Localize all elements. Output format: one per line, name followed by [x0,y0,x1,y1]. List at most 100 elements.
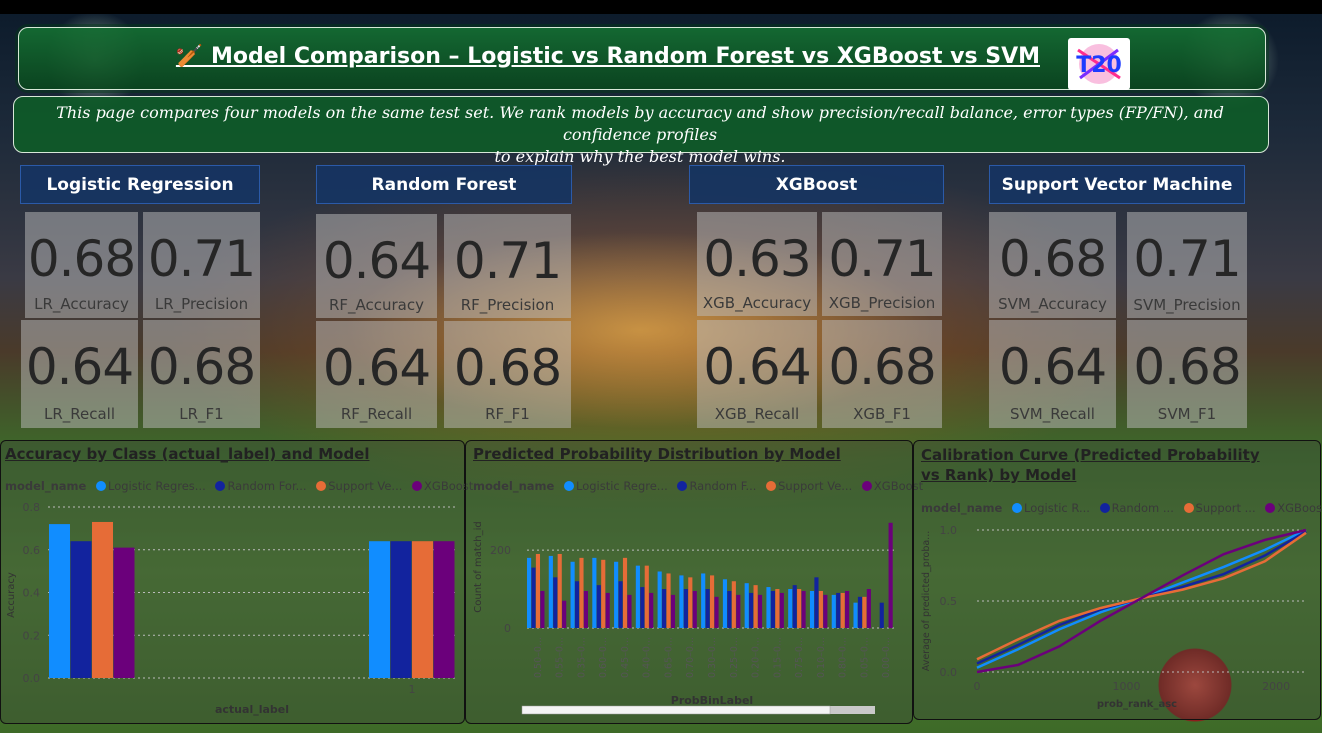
legend-item-logistic[interactable]: Logistic Regre... [576,479,668,493]
bar-3-2 [583,590,588,628]
bar-0-8 [701,573,706,628]
bar-3-0 [113,547,135,678]
legend-item-logistic[interactable]: Logistic R... [1024,501,1090,515]
legend-dot-svm-icon [1183,503,1194,513]
kpi-label: SVM_Recall [1010,405,1095,423]
bar-1-12 [792,585,797,628]
bar-2-7 [688,577,693,628]
y-tick-label: 0.0 [23,672,41,685]
kpi-card-rf-f1: 0.68 RF_F1 [444,321,571,428]
bar-3-5 [649,592,654,628]
y-tick-label: 0.0 [940,666,958,679]
legend-dot-xgboost-icon [412,481,423,491]
legend-dot-xgboost-icon [1265,503,1276,513]
bar-2-8 [710,575,715,628]
x-tick-label: 0.10–0... [816,637,827,678]
prob-dist-chart-legend[interactable]: model_name Logistic Regre... Random F...… [473,479,923,493]
bar-3-15 [866,589,871,628]
bar-1-8 [705,589,710,628]
y-tick-label: 0.8 [23,501,41,514]
kpi-value: 0.68 [453,339,562,397]
bar-2-5 [644,565,649,628]
x-tick-label: 0.00–0... [881,637,892,678]
x-tick-label: 0.20–0... [751,637,762,678]
bar-0-0 [49,524,70,678]
bar-0-9 [722,579,728,628]
bar-3-7 [692,590,697,628]
y-tick-label: 200 [490,544,511,557]
bar-3-1 [562,600,567,628]
bar-1-1 [390,541,412,678]
legend-title: model_name [5,479,87,493]
bar-1-16 [879,602,884,628]
kpi-label: RF_F1 [485,405,530,423]
legend-item-svm[interactable]: Support Ve... [778,479,853,493]
legend-item-svm[interactable]: Support Ve... [328,479,403,493]
kpi-value: 0.71 [828,230,936,288]
legend-dot-logistic-icon [1012,503,1022,513]
bar-0-10 [744,583,749,628]
kpi-label: LR_Accuracy [34,295,129,313]
kpi-label: XGB_Accuracy [702,294,812,312]
kpi-card-xgb-precision: 0.71 XGB_Precision [822,212,942,316]
legend-item-logistic[interactable]: Logistic Regres... [108,479,206,493]
bar-3-6 [670,594,676,628]
kpi-label: RF_Recall [340,405,413,423]
legend-item-xgboost[interactable]: XGBoost [873,479,924,493]
page-description: This page compares four models on the sa… [13,102,1267,168]
legend-dot-svm-icon [766,481,777,491]
x-tick-label: 0.40–0... [642,637,653,678]
x-axis-title: actual_label [215,703,289,716]
x-tick-label: 0.05–0... [859,637,870,678]
kpi-value: 0.68 [27,230,136,288]
legend-item-xgboost[interactable]: XGBoost [424,479,474,493]
bar-0-11 [766,587,771,628]
calibration-chart-legend[interactable]: model_name Logistic R... Random ... Supp… [921,501,1322,515]
bar-0-7 [679,575,684,628]
bar-1-5 [640,587,645,628]
kpi-label: XGB_Precision [828,294,936,312]
kpi-value: 0.68 [828,338,936,396]
description-banner [13,96,1269,153]
kpi-card-lr-precision: 0.71 LR_Precision [143,212,260,318]
kpi-value: 0.71 [453,232,562,290]
legend-title: model_name [921,501,1003,515]
legend-item-random-forest[interactable]: Random For... [227,479,307,493]
bar-3-12 [801,590,806,628]
accuracy-by-class-chart[interactable]: 0.0 0.2 0.4 0.6 0.8 1 actual_label Accuracy [0,495,463,720]
legend-item-xgboost[interactable]: XGBoost [1277,501,1322,515]
bar-2-10 [753,585,758,628]
bar-3-16 [888,522,893,628]
bar-2-14 [840,592,845,628]
legend-item-random-forest[interactable]: Random F... [689,479,757,493]
kpi-label: LR_Precision [154,295,249,313]
calibration-curve-panel[interactable] [913,440,1321,720]
horizontal-scrollbar-thumb[interactable] [521,705,831,715]
accuracy-chart-title: Accuracy by Class (actual_label) and Mod… [5,445,370,463]
y-tick-label: 0.5 [940,595,958,608]
bar-3-4 [627,594,632,628]
bar-2-4 [622,557,628,628]
x-tick-label: 0.60–0... [598,637,609,678]
bar-1-9 [727,590,732,628]
accuracy-chart-legend[interactable]: model_name Logistic Regres... Random For… [5,479,473,493]
legend-item-random-forest[interactable]: Random ... [1111,501,1174,515]
legend-dot-logistic-icon [96,481,106,491]
bar-3-10 [757,594,763,628]
probability-distribution-chart[interactable]: 0 200 0.50–0... 0.55–0... 0.35–0... 0.60–0...… [465,495,911,720]
kpi-label: LR_F1 [179,405,224,423]
x-tick-label: 0 [974,680,981,693]
bar-0-1 [369,541,390,678]
legend-dot-random-forest-icon [677,481,688,491]
bar-2-1 [412,541,433,678]
calibration-curve-chart[interactable]: 0.0 0.5 1.0 0 1000 2000 prob_rank_asc Average o… [913,515,1319,715]
kpi-card-svm-f1: 0.68 SVM_F1 [1127,320,1247,428]
kpi-card-rf-accuracy: 0.64 RF_Accuracy [316,214,437,318]
kpi-label: SVM_Accuracy [998,295,1107,313]
bar-0-1 [548,555,553,628]
bar-1-7 [683,589,688,628]
bar-3-11 [779,592,784,628]
x-tick-label: 1 [409,683,416,696]
x-tick-label: 0.25–0... [729,637,740,678]
legend-item-svm[interactable]: Support ... [1195,501,1256,515]
